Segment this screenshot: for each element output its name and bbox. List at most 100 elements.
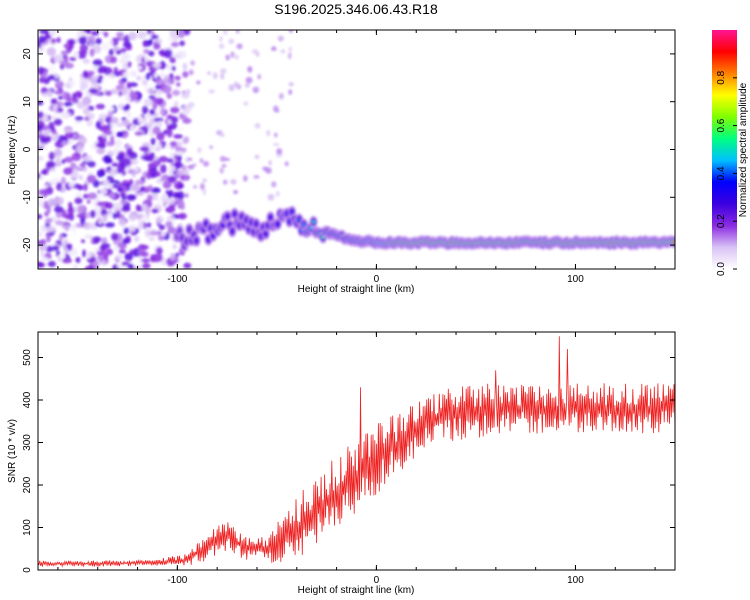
heatmap-noise-cell (148, 231, 159, 236)
heatmap-noise-cell (92, 44, 102, 54)
heatmap-noise-cell (55, 157, 61, 165)
heatmap-noise-cell (175, 199, 184, 204)
heatmap-noise-cell (131, 158, 139, 165)
heatmap-noise-cell (112, 202, 123, 209)
heatmap-noise-cell (107, 107, 115, 112)
heatmap-noise-cell (151, 96, 157, 103)
heatmap-noise-cell (45, 245, 54, 253)
heatmap-noise-cell (183, 262, 192, 269)
heatmap-noise-cell (158, 50, 166, 56)
heatmap-noise-cell (74, 116, 84, 121)
heatmap-noise-cell (54, 220, 63, 226)
heatmap-noise-cell (53, 148, 63, 157)
heatmap-noise-cell (254, 123, 261, 129)
heatmap-noise-cell (220, 68, 227, 74)
heatmap-noise-cell (95, 120, 102, 129)
heatmap-noise-cell (76, 213, 85, 218)
heatmap-ridge-core (268, 216, 273, 219)
heatmap-noise-cell (271, 181, 277, 188)
heatmap-noise-cell (61, 140, 68, 146)
heatmap-noise-cell (156, 132, 165, 141)
heatmap-noise-cell (140, 216, 151, 222)
heatmap-noise-cell (67, 201, 73, 208)
heatmap-noise-cell (123, 34, 131, 44)
heatmap-noise-cell (52, 129, 57, 134)
heatmap-noise-cell (45, 30, 50, 39)
heatmap-noise-cell (251, 49, 259, 54)
heatmap-noise-cell (74, 38, 80, 43)
heatmap-noise-cell (275, 190, 280, 197)
heatmap-noise-cell (52, 177, 60, 184)
snr-x-tick-label: -100 (167, 575, 187, 586)
heatmap-noise-cell (223, 30, 228, 35)
heatmap-noise-cell (135, 204, 141, 212)
heatmap-noise-cell (276, 148, 283, 155)
spectrogram-x-tick-label: -100 (167, 274, 187, 285)
heatmap-noise-cell (148, 38, 153, 46)
heatmap-noise-cell (38, 231, 43, 238)
heatmap-noise-cell (111, 37, 119, 47)
heatmap-noise-cell (104, 115, 113, 124)
heatmap-noise-cell (254, 154, 260, 160)
heatmap-noise-cell (82, 193, 90, 199)
heatmap-noise-cell (166, 197, 176, 205)
heatmap-noise-cell (167, 175, 177, 183)
heatmap-noise-cell (108, 48, 114, 56)
heatmap-noise-cell (91, 201, 98, 208)
heatmap-noise-cell (38, 35, 47, 44)
heatmap-noise-cell (146, 30, 152, 35)
snr-panel: -100 0 100 0 100 200 300 400 500 Height of stra… (7, 331, 676, 596)
heatmap-noise-cell (65, 258, 73, 264)
heatmap-noise-cell (96, 78, 103, 84)
heatmap-noise-cell (80, 81, 89, 90)
heatmap-noise-cell (153, 73, 158, 79)
heatmap-noise-cell (68, 180, 75, 188)
heatmap-noise-cell (70, 172, 79, 180)
heatmap-noise-cell (141, 79, 147, 85)
heatmap-noise-cell (218, 43, 225, 49)
heatmap-noise-cell (235, 54, 239, 60)
heatmap-noise-cell (79, 162, 86, 168)
heatmap-noise-cell (61, 158, 66, 164)
heatmap-noise-cell (182, 176, 188, 181)
colorbar-tick-label: 0.6 (716, 118, 727, 132)
heatmap-noise-cell (102, 179, 110, 189)
heatmap-noise-cell (48, 121, 55, 130)
heatmap-noise-cell (181, 90, 186, 94)
heatmap-noise-cell (154, 84, 162, 90)
heatmap-noise-cell (47, 260, 56, 268)
heatmap-noise-cell (47, 89, 53, 98)
heatmap-noise-cell (123, 71, 133, 78)
colorbar-tick-label: 0.0 (716, 262, 727, 276)
heatmap-noise-cell (64, 55, 69, 62)
heatmap-noise-cell (288, 30, 293, 33)
heatmap-noise-cell (112, 147, 120, 155)
heatmap-noise-cell (181, 92, 190, 99)
heatmap-noise-cell (82, 249, 87, 258)
heatmap-noise-cell (71, 229, 77, 238)
heatmap-ridge-core (311, 220, 316, 224)
heatmap-noise-cell (83, 70, 88, 79)
heatmap-noise-cell (38, 56, 45, 63)
heatmap-noise-cell (108, 193, 116, 199)
heatmap-noise-cell (144, 55, 149, 63)
heatmap-noise-cell (159, 107, 166, 116)
heatmap-noise-cell (102, 129, 113, 136)
heatmap-noise-cell (75, 222, 83, 228)
heatmap-noise-cell (150, 152, 155, 160)
heatmap-ridge-core (225, 214, 230, 218)
heatmap-noise-cell (148, 145, 155, 152)
spectrogram-x-ticks: -100 0 100 (57, 30, 656, 285)
heatmap-noise-cell (46, 160, 56, 168)
heatmap-noise-cell (42, 168, 48, 175)
heatmap-ridge-core (232, 212, 237, 216)
heatmap-noise-cell (69, 56, 77, 61)
heatmap-noise-cell (73, 264, 78, 269)
heatmap-noise-cell (101, 42, 110, 51)
heatmap-noise-cell (83, 182, 88, 192)
heatmap-noise-cell (160, 232, 167, 237)
heatmap-noise-cell (126, 263, 134, 269)
heatmap-noise-cell (147, 162, 154, 169)
heatmap-ridge-core (263, 232, 268, 236)
heatmap-noise-cell (77, 136, 87, 145)
